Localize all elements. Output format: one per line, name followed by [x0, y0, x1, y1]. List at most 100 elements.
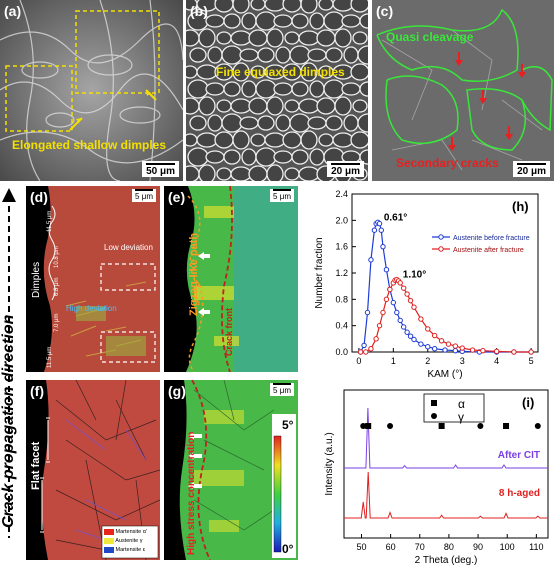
h-series-point-0 [364, 309, 371, 316]
panel-d-dimples: Dimples [31, 261, 42, 298]
h-series-point-1 [357, 349, 364, 355]
h-series-point-0 [425, 344, 431, 350]
i-xtick-label: 90 [473, 542, 483, 552]
i-marker-circle [534, 423, 541, 429]
panel-b-label: (b) [190, 3, 208, 19]
panel-d-label: (d) [30, 189, 48, 205]
i-legend-label-1: γ [458, 410, 464, 424]
h-xtick-label: 5 [529, 356, 534, 366]
h-series-point-0 [400, 324, 407, 330]
i-xtick-label: 80 [444, 542, 454, 552]
h-ylabel: Number fraction [314, 237, 325, 308]
h-ytick-label: 2.0 [335, 215, 348, 225]
h-series-point-0 [418, 341, 424, 347]
i-xlabel: 2 Theta (deg.) [415, 555, 478, 566]
panel-d-width-3: 6.8 μm [54, 277, 60, 296]
panel-d-high-deviation: High deviation [66, 304, 117, 313]
colorbar-max-label: 5° [282, 418, 294, 432]
h-series-point-0 [394, 309, 400, 316]
h-series-point-0 [361, 342, 367, 349]
h-series-point-1 [452, 343, 459, 349]
h-series-point-1 [383, 296, 390, 303]
i-marker-square [365, 423, 372, 429]
panel-d-width-1: 11.5 μm [47, 210, 53, 232]
panel-f-map [26, 380, 160, 560]
panel-b-annotation: Fine equiaxed dimples [216, 65, 345, 79]
panel-b-texture [186, 0, 368, 181]
h-series-point-1 [493, 348, 500, 355]
panel-a-label: (a) [4, 3, 22, 19]
panel-d-map [26, 186, 160, 372]
h-series-point-0 [380, 243, 386, 250]
panel-g-kam: (g) 5 μm High stress concentration 5° 0° [164, 380, 298, 560]
i-marker-circle [477, 423, 484, 429]
h-series-point-1 [438, 338, 445, 344]
legend-item-martensite-epsilon: Martensite ε [104, 546, 158, 555]
h-series-point-0 [378, 227, 384, 233]
h-series-point-0 [404, 329, 410, 335]
h-series-point-1 [404, 291, 410, 297]
panel-c-sem: (c) Quasi cleavage Secondary cracks 20 μ… [372, 0, 554, 181]
legend-item-austenite: Austenite γ [104, 537, 158, 546]
i-series-label-0: After CIT [498, 450, 540, 461]
h-series-point-0 [442, 347, 448, 353]
panel-c-quasi-cleavage: Quasi cleavage [386, 30, 474, 44]
panel-c-scale-bar: 20 μm [513, 161, 550, 177]
panel-d-width-5: 11.5 μm [47, 346, 53, 368]
h-series-point-1 [407, 297, 414, 304]
h-legend-marker-1 [438, 246, 444, 252]
h-series-point-1 [376, 322, 383, 329]
i-series-line-0 [344, 407, 548, 469]
h-series-point-1 [445, 341, 452, 347]
panel-b-scale-bar: 20 μm [327, 161, 364, 177]
h-series-point-1 [373, 336, 379, 342]
h-series-point-0 [397, 317, 403, 324]
i-xtick-label: 60 [386, 542, 396, 552]
h-series-point-1 [400, 285, 407, 291]
h-series-point-1 [387, 286, 393, 293]
h-series-point-0 [431, 346, 438, 352]
panel-e-map [164, 186, 298, 372]
h-xtick-label: 1 [391, 356, 396, 366]
i-xtick-label: 50 [356, 542, 366, 552]
h-ytick-label: 0.4 [335, 321, 348, 331]
panel-g-stress: High stress concentration [186, 431, 197, 555]
h-series-line-1 [360, 278, 532, 353]
panel-c-label: (c) [376, 3, 394, 19]
h-ytick-label: 2.4 [335, 189, 348, 199]
panel-f-legend: Martensite α' Austenite γ Martensite ε [104, 528, 158, 555]
i-legend-circle-icon [431, 413, 437, 419]
panel-d-ebsd: (d) 5 μm Low deviation High deviation Di… [26, 186, 160, 372]
h-series-point-0 [452, 347, 459, 354]
xrd-pattern-chart: 50 60 70 80 90 100 110 2 Theta (deg.) Intensity … [324, 389, 549, 566]
i-xtick-label: 110 [529, 542, 543, 552]
h-series-point-1 [380, 309, 386, 316]
h-series-point-0 [407, 333, 414, 339]
panel-e-crack-front: Crack front [224, 307, 234, 356]
h-ytick-label: 1.2 [335, 268, 348, 278]
h-series-point-1 [431, 332, 438, 339]
i-xtick-label: 100 [500, 542, 515, 552]
panel-c-texture [372, 0, 554, 181]
panel-a-sem: (a) Elongated shallow dimples 50 μm [0, 0, 183, 181]
panel-a-scale-bar: 50 μm [142, 161, 179, 177]
h-xlabel: KAM (°) [427, 369, 462, 380]
i-marker-circle [387, 423, 394, 429]
panel-d-width-4: 7.0 μm [54, 313, 60, 332]
h-panel-label: (h) [512, 199, 529, 214]
panel-d-scale-bar: 5 μm [132, 189, 156, 202]
legend-item-martensite-alpha: Martensite α' [104, 528, 158, 537]
h-series-point-1 [363, 349, 369, 355]
h-series-point-1 [368, 346, 374, 352]
panel-f-label: (f) [30, 383, 44, 399]
h-ytick-label: 0.8 [335, 294, 348, 304]
h-series-point-0 [368, 257, 374, 263]
h-series-point-1 [397, 280, 403, 286]
h-series-point-1 [480, 347, 486, 354]
panel-f-flat-facet: Flat facet [30, 441, 42, 490]
panel-e-kam: (e) 5 μm Zigzag-like path Crack front [164, 186, 298, 372]
panel-f-phase-map: (f) Flat facet Martensite α' Austenite γ… [26, 380, 160, 560]
panel-g-scale-bar: 5 μm [270, 383, 294, 396]
h-xtick-label: 2 [425, 356, 430, 366]
